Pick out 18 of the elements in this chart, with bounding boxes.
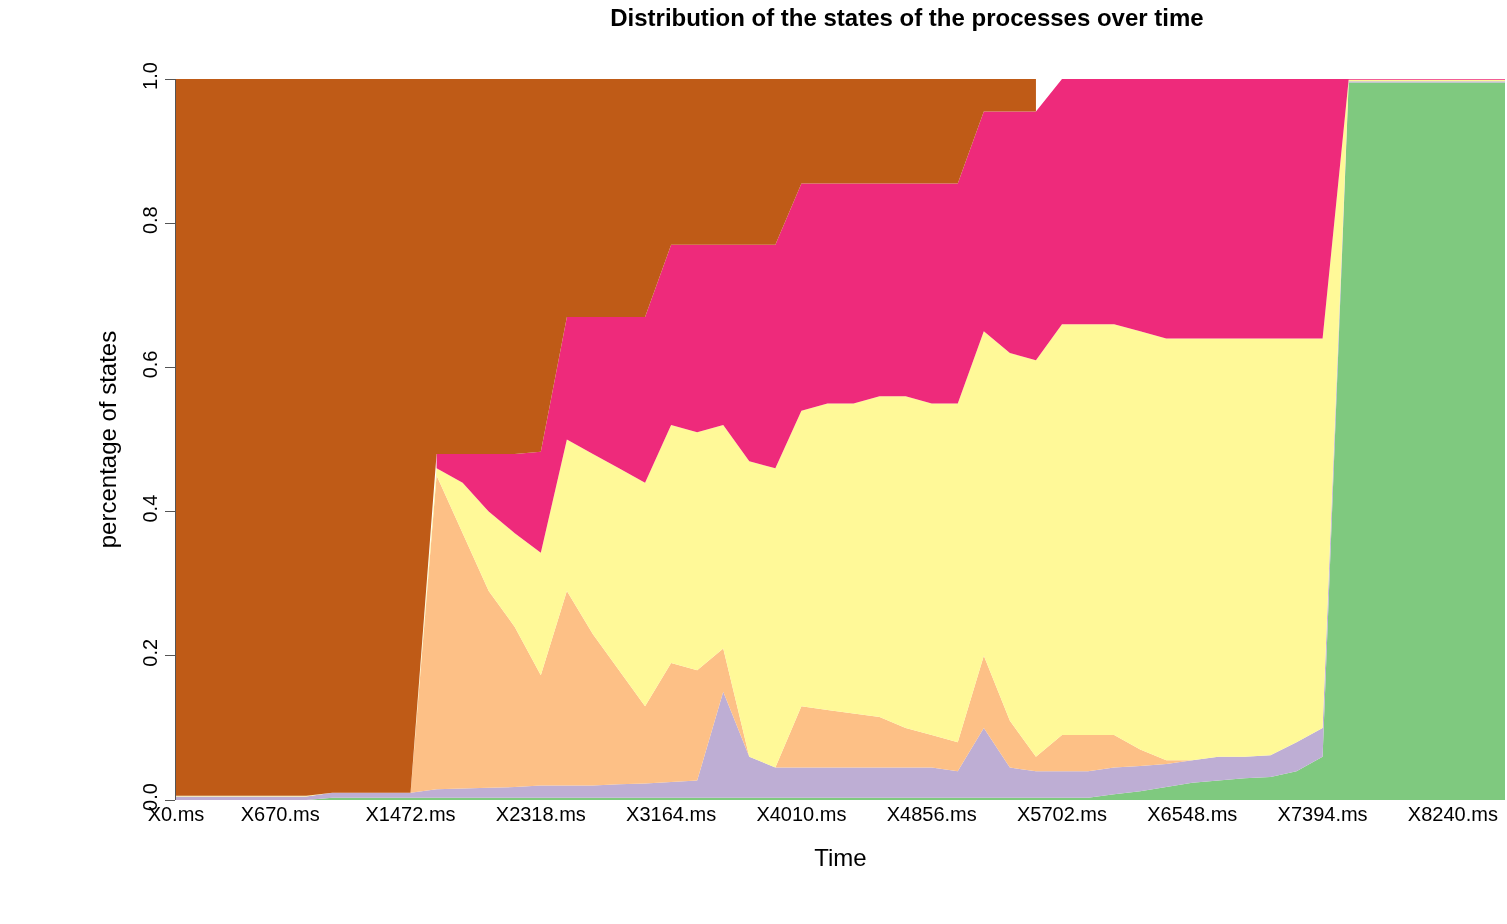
x-tick-label: X2318.ms <box>495 803 586 825</box>
x-tick-label: X1472.ms <box>365 803 456 825</box>
y-axis-title: percentage of states <box>94 330 122 549</box>
y-tick-label: 0.8 <box>139 206 161 235</box>
x-tick-label: X4856.ms <box>886 803 977 825</box>
x-axis-title: Time <box>814 844 867 872</box>
y-tick-label: 0.6 <box>139 350 161 379</box>
y-tick-label: 0.4 <box>139 494 161 523</box>
x-tick-label: X670.ms <box>240 803 320 825</box>
y-tick-label: 1.0 <box>139 62 161 90</box>
x-tick-label: X6548.ms <box>1147 803 1238 825</box>
x-tick-label: X8240.ms <box>1407 803 1498 825</box>
y-tick-label: 0.2 <box>139 638 161 667</box>
x-tick-label: X3164.ms <box>626 803 717 825</box>
chart-title: Distribution of the states of the processes over time <box>610 4 1204 32</box>
x-tick-label: X5702.ms <box>1016 803 1108 825</box>
x-tick-label: X4010.ms <box>756 803 847 825</box>
x-tick-label: X7394.ms <box>1277 803 1368 825</box>
